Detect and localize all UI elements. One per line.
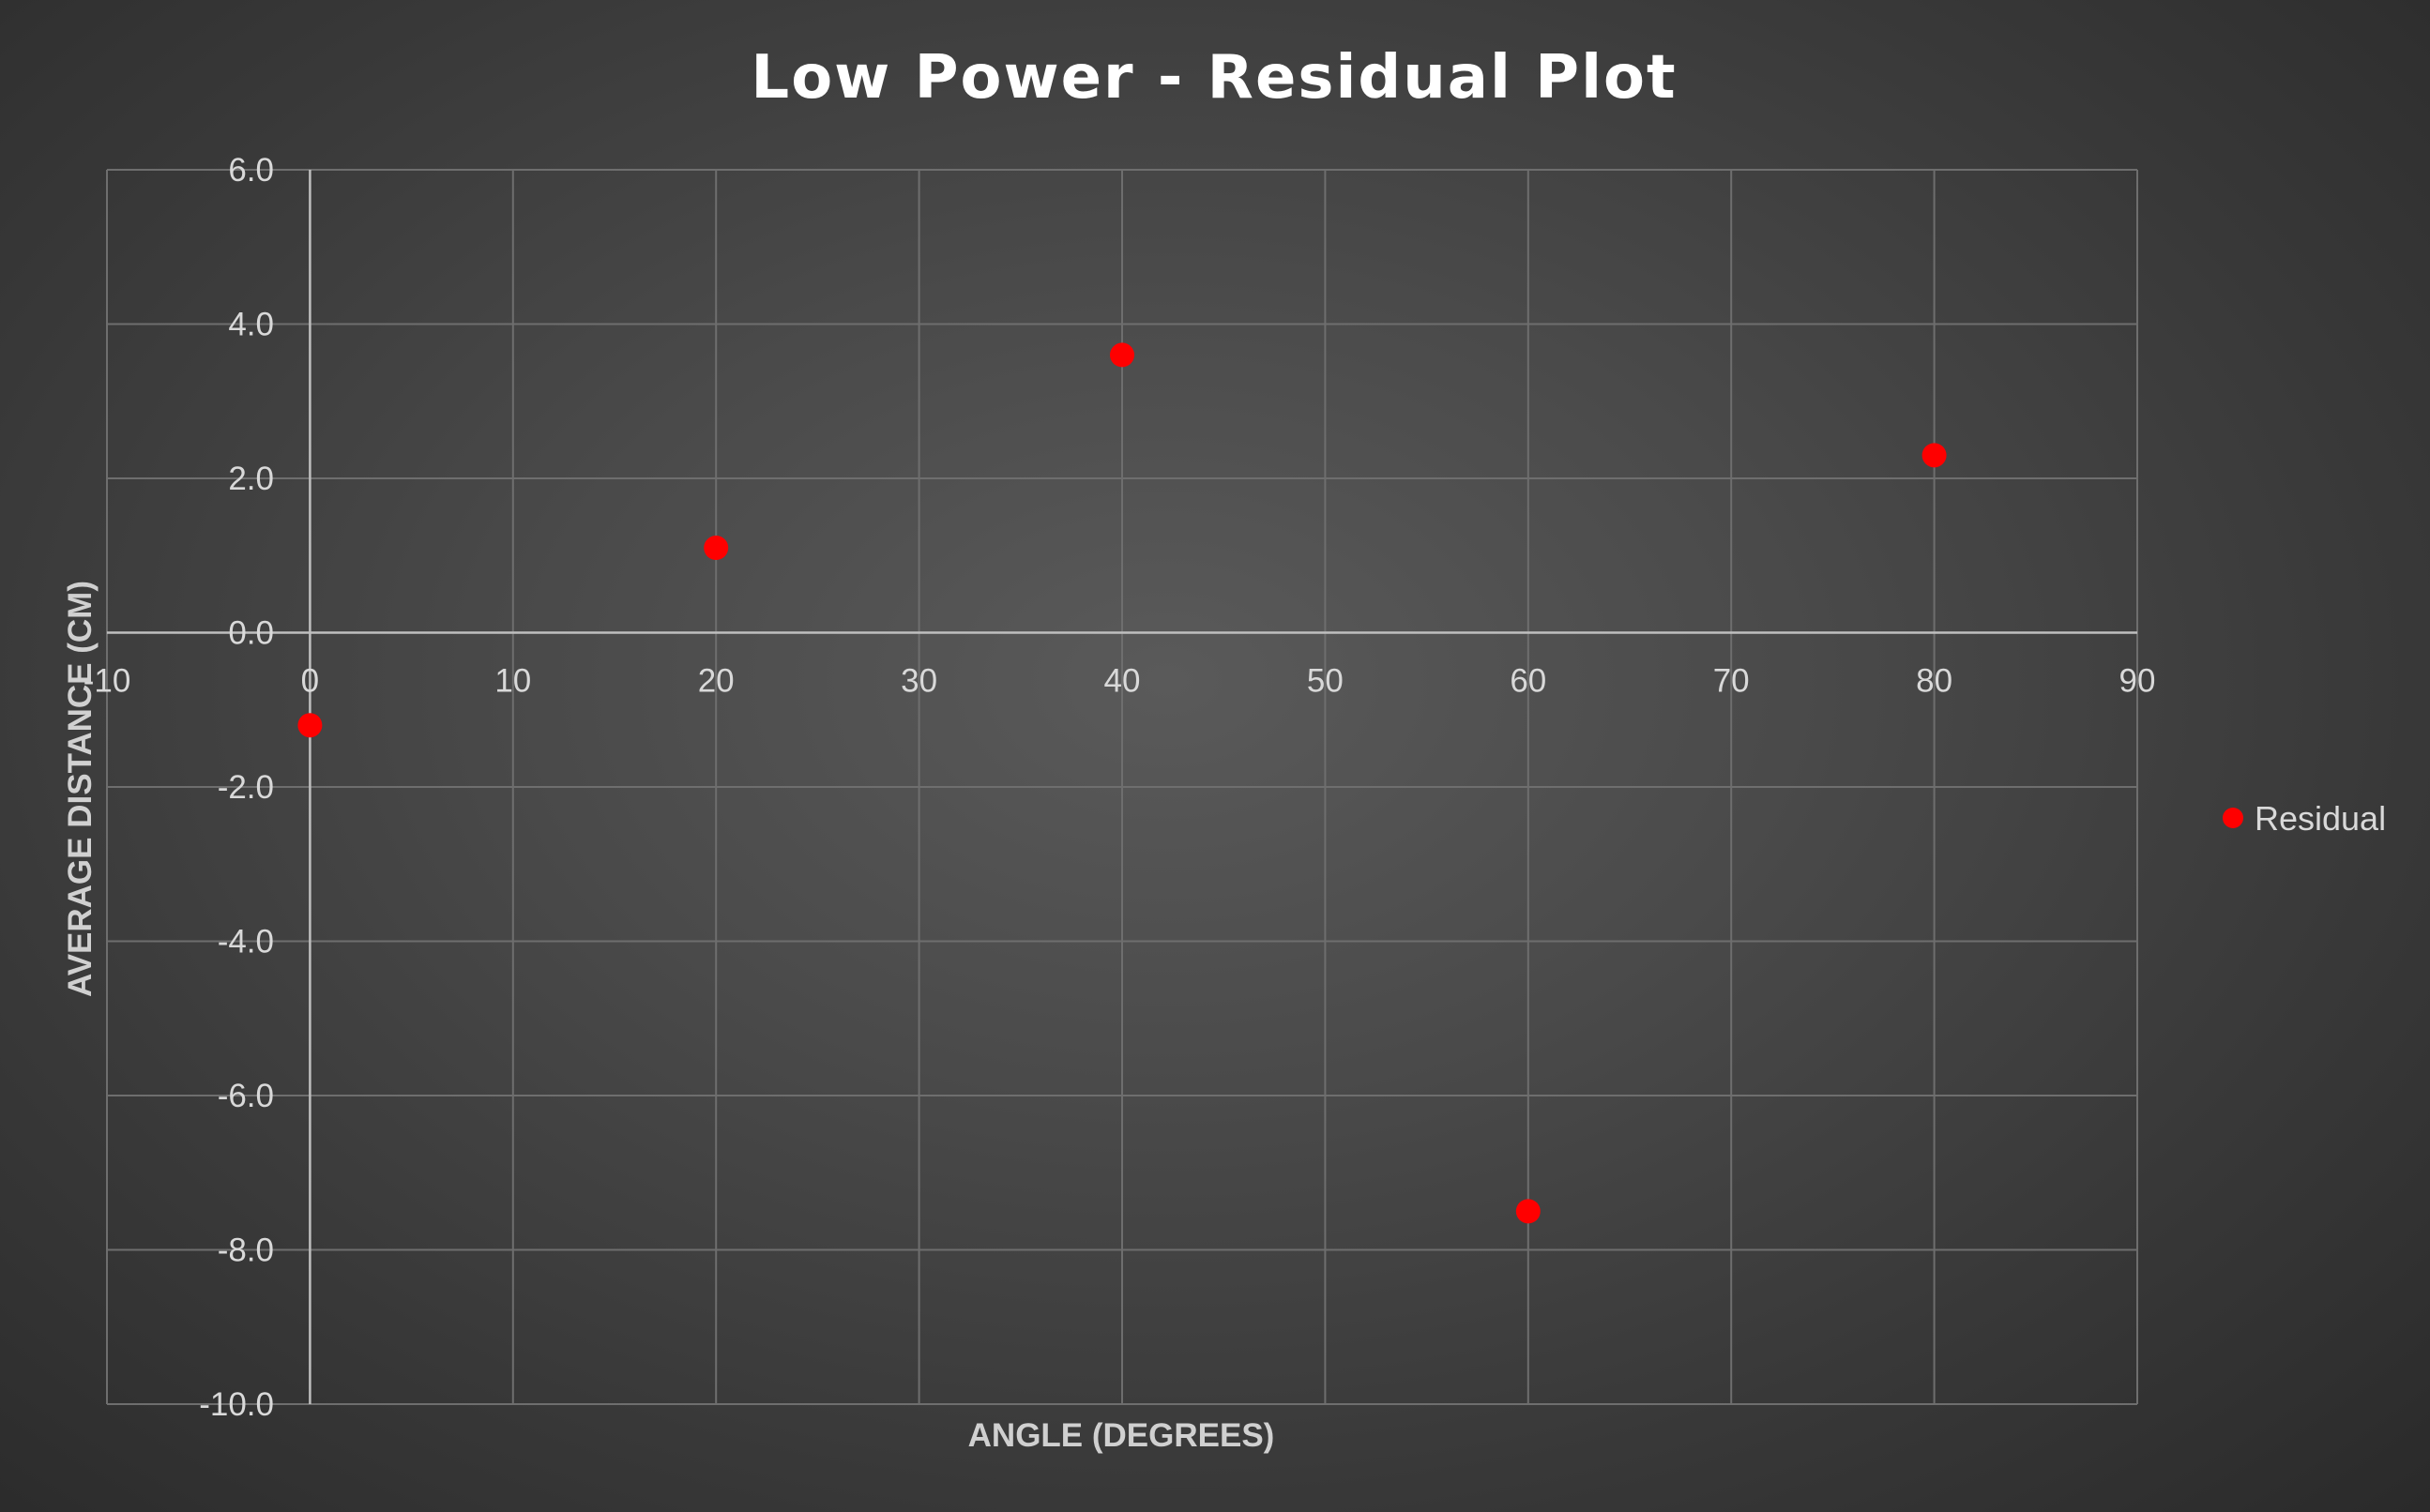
residual-point bbox=[297, 713, 323, 738]
x-tick-label: -10 bbox=[84, 663, 131, 700]
x-tick-label: 20 bbox=[698, 663, 735, 700]
data-points bbox=[297, 342, 1947, 1224]
legend-marker bbox=[2223, 808, 2243, 828]
y-tick-label: -4.0 bbox=[218, 924, 274, 960]
residual-point bbox=[1921, 443, 1947, 468]
x-tick-label: 40 bbox=[1104, 663, 1141, 700]
y-tick-label: 4.0 bbox=[228, 307, 274, 343]
x-tick-label: 60 bbox=[1510, 663, 1546, 700]
legend: Residual bbox=[2223, 799, 2386, 838]
x-tick-label: 30 bbox=[901, 663, 937, 700]
x-tick-label: 10 bbox=[494, 663, 531, 700]
x-tick-label: 50 bbox=[1307, 663, 1344, 700]
x-axis-title: ANGLE (DEGREES) bbox=[968, 1417, 1275, 1454]
gridlines bbox=[106, 169, 2138, 1405]
y-axis-title: AVERAGE DISTANCE (CM) bbox=[62, 581, 99, 997]
y-tick-label: -8.0 bbox=[218, 1232, 274, 1269]
axes bbox=[107, 170, 2137, 1404]
legend-label: Residual bbox=[2255, 799, 2386, 838]
x-tick-label: 70 bbox=[1713, 663, 1750, 700]
y-tick-label: 2.0 bbox=[228, 461, 274, 497]
y-tick-label: 6.0 bbox=[228, 152, 274, 189]
residual-point bbox=[1515, 1199, 1541, 1224]
x-tick-label: 0 bbox=[301, 663, 319, 700]
y-tick-label: -2.0 bbox=[218, 769, 274, 806]
y-tick-label: -10.0 bbox=[199, 1386, 274, 1423]
residual-point bbox=[704, 536, 729, 561]
x-tick-label: 80 bbox=[1916, 663, 1952, 700]
x-tick-label: 90 bbox=[2119, 663, 2156, 700]
residual-point bbox=[1110, 342, 1134, 368]
chart-title: Low Power - Residual Plot bbox=[751, 43, 1677, 113]
tick-labels: -10 0 10 20 30 40 50 60 70 80 90 6.0 4.0 2.0 0.0 -2.0 -4… bbox=[84, 152, 2156, 1423]
y-tick-label: -6.0 bbox=[218, 1078, 274, 1114]
y-tick-label: 0.0 bbox=[228, 615, 274, 652]
